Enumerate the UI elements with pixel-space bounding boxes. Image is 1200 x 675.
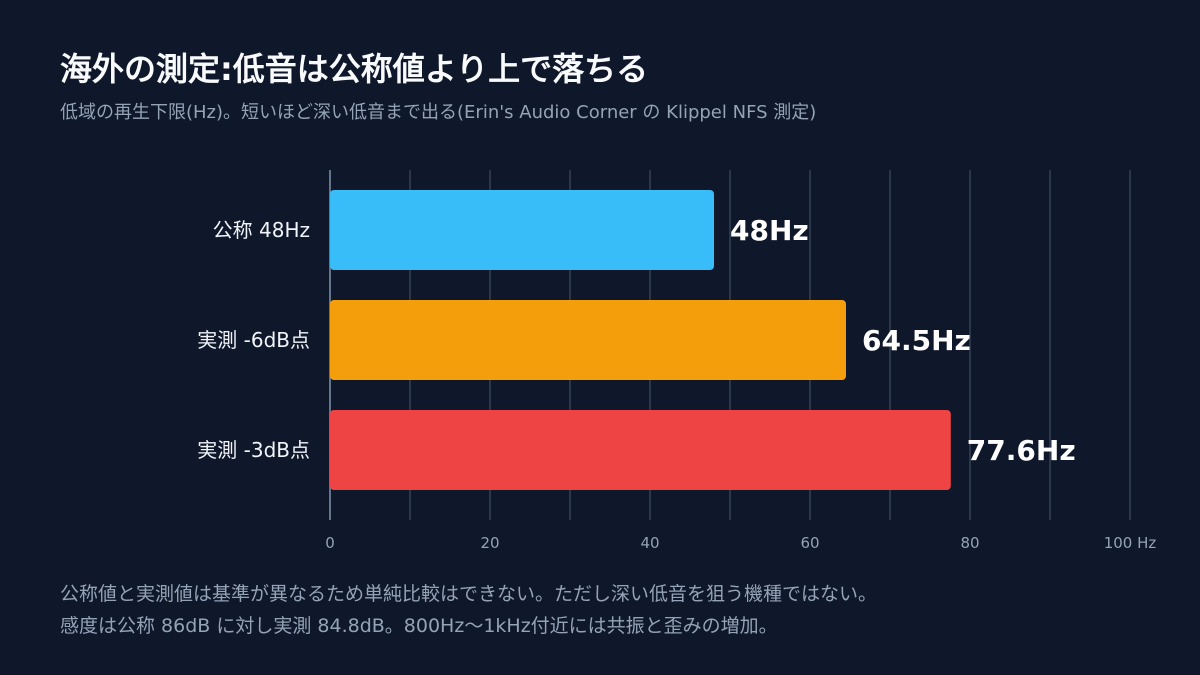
bars: [330, 190, 951, 490]
x-tick-label: 40: [640, 534, 659, 552]
value-label: 64.5Hz: [862, 324, 971, 357]
footer-note-2: 感度は公称 86dB に対し実測 84.8dB。800Hz〜1kHz付近には共振…: [60, 615, 778, 637]
x-tick-label: 100 Hz: [1104, 534, 1157, 552]
x-tick-label: 80: [960, 534, 979, 552]
bar: [330, 300, 846, 380]
x-tick-label: 60: [800, 534, 819, 552]
bar: [330, 410, 951, 490]
category-label: 実測 -3dB点: [197, 438, 310, 462]
bar: [330, 190, 714, 270]
category-label: 実測 -6dB点: [197, 328, 310, 352]
footer-notes: 公称値と実測値は基準が異なるため単純比較はできない。ただし深い低音を狙う機種では…: [60, 578, 877, 642]
footer-note-1: 公称値と実測値は基準が異なるため単純比較はできない。ただし深い低音を狙う機種では…: [60, 583, 878, 605]
chart-title: 海外の測定:低音は公称値より上で落ちる: [60, 50, 649, 88]
value-label: 48Hz: [730, 214, 809, 247]
x-tick-label: 20: [480, 534, 499, 552]
labels: 0 20 40 60 80 100 Hz 公称 48Hz 48Hz 実測 -6dB点 64.5Hz…: [197, 214, 1156, 552]
value-label: 77.6Hz: [967, 434, 1076, 467]
chart-subtitle: 低域の再生下限(Hz)。短いほど深い低音まで出る(Erin's Audio Co…: [60, 102, 817, 123]
category-label: 公称 48Hz: [213, 218, 310, 242]
x-tick-label: 0: [325, 534, 335, 552]
